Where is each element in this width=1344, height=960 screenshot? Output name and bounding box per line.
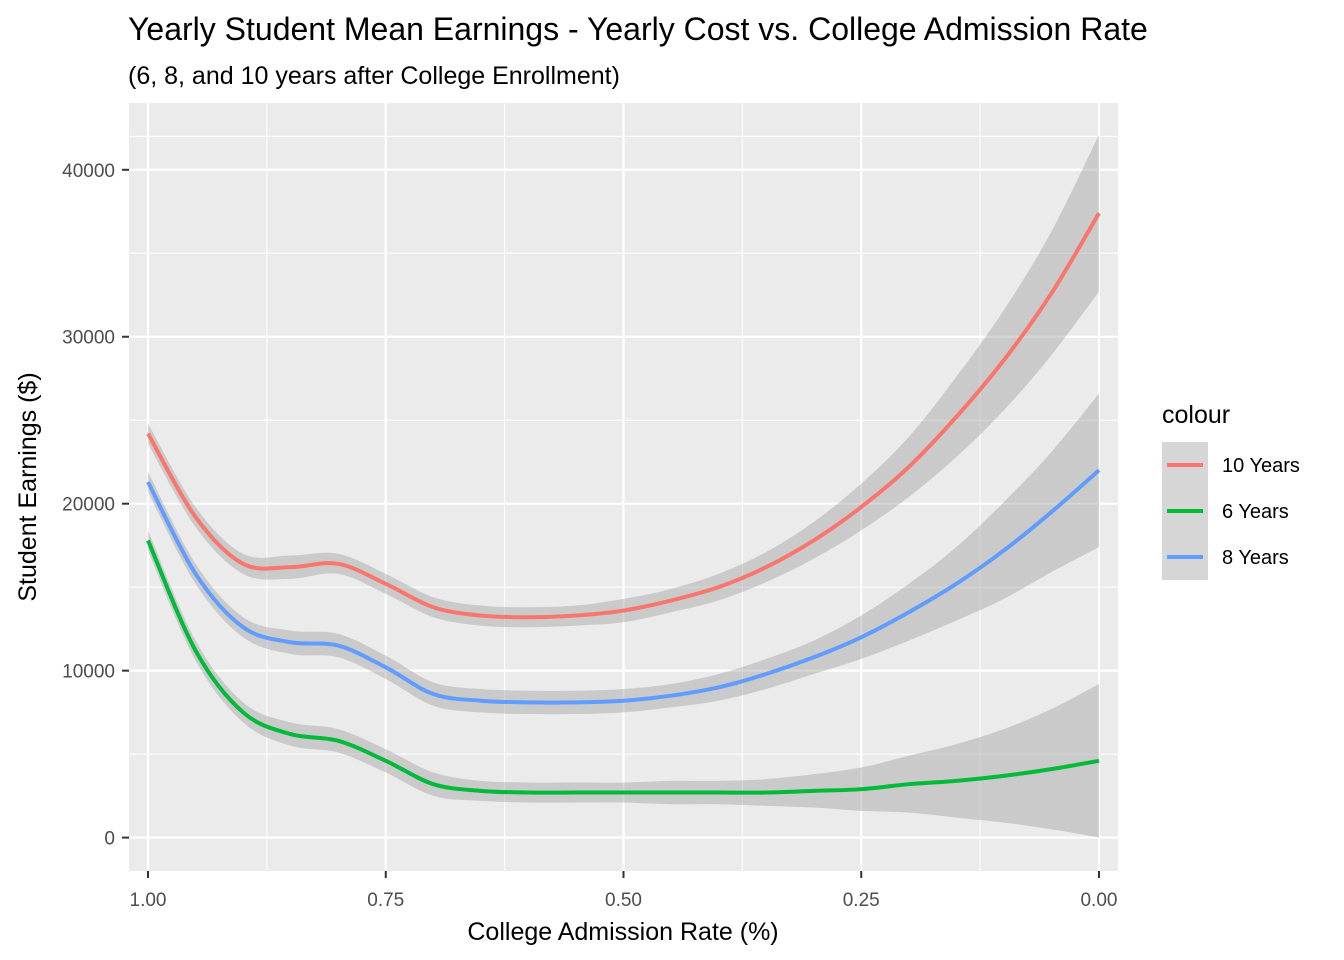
legend-label-6-years: 6 Years [1222,501,1289,523]
chart-subtitle: (6, 8, and 10 years after College Enroll… [128,62,620,90]
series-lines [146,212,1101,795]
legend-title: colour [1162,401,1230,429]
y-tick-label: 20000 [62,495,115,516]
legend-label-10-years: 10 Years [1222,455,1300,477]
y-tick-label: 0 [104,829,115,850]
x-tick-label: 0.75 [367,890,404,911]
x-tick-label: 0.00 [1080,890,1117,911]
y-tick-label: 40000 [62,161,115,182]
series-line-8-years [146,468,1101,705]
x-tick-label: 0.25 [843,890,880,911]
legend: colour 10 Years 6 Years 8 Years [1162,401,1300,580]
series-line-10-years [146,212,1101,620]
confidence-band-8-years [148,393,1099,715]
legend-label-8-years: 8 Years [1222,547,1289,569]
x-tick-label: 1.00 [130,890,167,911]
confidence-band-10-years [148,134,1099,628]
series-line-6-years [146,539,1100,795]
legend-keys: 10 Years 6 Years 8 Years [1162,442,1300,580]
major-gridlines [129,103,1118,871]
y-tick-label: 10000 [62,662,115,683]
x-tick-label: 0.50 [605,890,642,911]
y-axis: 0 10000 20000 30000 40000 [62,161,129,850]
x-axis-title: College Admission Rate (%) [467,918,778,946]
chart-title: Yearly Student Mean Earnings - Yearly Co… [128,11,1148,47]
x-axis: 1.00 0.75 0.50 0.25 0.00 [130,871,1117,911]
y-tick-label: 30000 [62,328,115,349]
y-axis-title: Student Earnings ($) [14,372,42,601]
